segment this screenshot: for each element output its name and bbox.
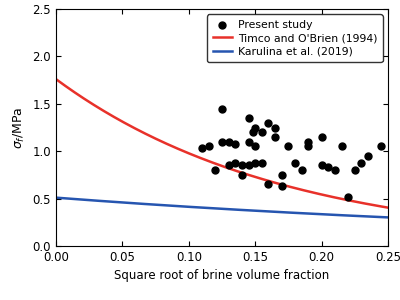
Present study — [226, 139, 232, 144]
Present study — [265, 182, 272, 187]
Present study — [318, 163, 325, 168]
Line: Karulina et al. (2019): Karulina et al. (2019) — [56, 198, 388, 218]
Present study — [219, 139, 225, 144]
Karulina et al. (2019) — [211, 206, 216, 210]
Present study — [318, 135, 325, 140]
Present study — [305, 144, 312, 149]
Timco and O'Brien (1994) — [326, 194, 330, 198]
Present study — [278, 172, 285, 177]
Karulina et al. (2019) — [378, 215, 382, 219]
Karulina et al. (2019) — [233, 208, 238, 211]
Present study — [245, 116, 252, 120]
Present study — [212, 168, 218, 172]
Present study — [252, 125, 258, 130]
Karulina et al. (2019) — [326, 213, 330, 216]
Karulina et al. (2019) — [386, 216, 390, 219]
Present study — [272, 135, 278, 140]
Present study — [245, 139, 252, 144]
Timco and O'Brien (1994) — [386, 206, 390, 209]
Present study — [352, 168, 358, 172]
Karulina et al. (2019) — [251, 209, 256, 212]
Timco and O'Brien (1994) — [378, 205, 382, 208]
Line: Timco and O'Brien (1994): Timco and O'Brien (1994) — [56, 79, 388, 208]
Present study — [232, 160, 238, 165]
Present study — [226, 163, 232, 168]
Present study — [239, 163, 245, 168]
Present study — [378, 144, 384, 149]
Present study — [365, 154, 371, 158]
Timco and O'Brien (1994) — [54, 77, 58, 81]
Timco and O'Brien (1994) — [233, 169, 238, 172]
Present study — [252, 160, 258, 165]
Present study — [199, 146, 205, 151]
Karulina et al. (2019) — [213, 207, 218, 210]
Present study — [278, 184, 285, 189]
Present study — [259, 160, 265, 165]
Present study — [239, 172, 245, 177]
Timco and O'Brien (1994) — [211, 161, 216, 165]
Y-axis label: $\sigma_{f}$/MPa: $\sigma_{f}$/MPa — [12, 106, 27, 149]
Present study — [272, 125, 278, 130]
Timco and O'Brien (1994) — [213, 162, 218, 166]
Present study — [252, 144, 258, 149]
Present study — [338, 144, 345, 149]
Timco and O'Brien (1994) — [251, 175, 256, 178]
Present study — [249, 130, 256, 135]
Present study — [206, 144, 212, 149]
Present study — [332, 168, 338, 172]
Present study — [245, 163, 252, 168]
Present study — [305, 139, 312, 144]
Present study — [358, 160, 365, 165]
Present study — [285, 144, 292, 149]
Present study — [345, 194, 351, 199]
Present study — [259, 130, 265, 135]
Karulina et al. (2019) — [54, 196, 58, 200]
Legend: Present study, Timco and O'Brien (1994), Karulina et al. (2019): Present study, Timco and O'Brien (1994),… — [207, 14, 382, 62]
Present study — [325, 165, 332, 170]
Present study — [219, 106, 225, 111]
Present study — [292, 160, 298, 165]
Present study — [265, 120, 272, 125]
Present study — [232, 141, 238, 146]
Present study — [298, 168, 305, 172]
X-axis label: Square root of brine volume fraction: Square root of brine volume fraction — [114, 269, 330, 282]
